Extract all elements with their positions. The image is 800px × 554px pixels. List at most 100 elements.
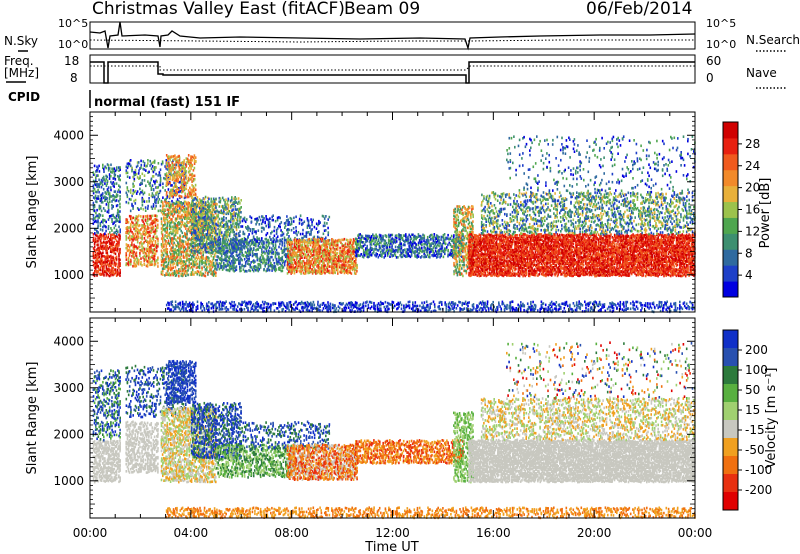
data-cell (215, 247, 217, 250)
data-cell (181, 182, 183, 185)
data-cell (284, 239, 286, 242)
data-cell (216, 203, 218, 206)
data-cell (179, 159, 181, 162)
data-cell (176, 191, 178, 194)
data-cell (278, 253, 280, 256)
data-cell (284, 237, 286, 240)
data-cell (132, 217, 134, 220)
data-cell (195, 156, 197, 159)
data-cell (148, 200, 150, 203)
data-cell (257, 259, 259, 262)
data-cell (137, 164, 139, 167)
data-cell (97, 174, 99, 177)
data-cell (181, 219, 183, 222)
data-cell (324, 217, 326, 220)
data-cell (236, 233, 238, 236)
data-cell (176, 186, 178, 189)
data-cell (212, 209, 214, 212)
data-cell (189, 246, 191, 249)
data-cell (236, 229, 238, 232)
data-cell (178, 195, 180, 198)
data-cell (119, 166, 121, 169)
data-cell (152, 207, 154, 210)
data-cell (115, 174, 117, 177)
data-cell (149, 235, 151, 238)
data-cell (155, 166, 157, 169)
data-cell (102, 180, 104, 183)
data-cell (125, 235, 127, 238)
data-cell (273, 259, 275, 262)
data-cell (145, 219, 147, 222)
data-cell (275, 265, 277, 268)
data-cell (219, 218, 221, 221)
data-cell (285, 222, 287, 225)
data-cell (142, 204, 144, 207)
data-cell (156, 215, 158, 218)
data-cell (97, 167, 99, 170)
data-cell (171, 267, 173, 270)
data-cell (328, 231, 330, 234)
data-cell (169, 159, 171, 162)
data-cell (104, 232, 106, 235)
data-cell (256, 253, 258, 256)
data-cell (145, 185, 147, 188)
data-cell (245, 264, 247, 267)
power-data-layer (93, 135, 696, 313)
data-cell (275, 220, 277, 223)
data-cell (155, 263, 157, 266)
data-cell (135, 233, 137, 236)
data-cell (246, 239, 248, 242)
data-cell (225, 251, 227, 254)
data-cell (307, 244, 309, 247)
data-cell (283, 233, 285, 236)
data-cell (217, 239, 219, 242)
data-cell (108, 211, 110, 214)
data-cell (288, 235, 290, 238)
data-cell (185, 227, 187, 230)
data-cell (159, 198, 161, 201)
data-cell (355, 272, 357, 275)
data-cell (309, 225, 311, 228)
data-cell (364, 243, 366, 246)
data-cell (345, 256, 347, 259)
data-cell (119, 179, 121, 182)
data-cell (131, 241, 133, 244)
data-cell (103, 241, 105, 244)
data-cell (94, 188, 96, 191)
data-cell (187, 274, 189, 277)
data-cell (272, 214, 274, 217)
data-cell (141, 182, 143, 185)
data-cell (191, 226, 193, 229)
data-cell (97, 224, 99, 227)
data-cell (260, 246, 262, 249)
data-cell (205, 211, 207, 214)
data-cell (356, 266, 358, 269)
data-cell (191, 241, 193, 244)
data-cell (136, 215, 138, 218)
data-cell (168, 263, 170, 266)
data-cell (155, 202, 157, 205)
data-cell (228, 239, 230, 242)
data-cell (345, 246, 347, 249)
data-cell (136, 265, 138, 268)
data-cell (264, 221, 266, 224)
data-cell (175, 166, 177, 169)
data-cell (111, 218, 113, 221)
data-cell (205, 218, 207, 221)
data-cell (236, 265, 238, 268)
data-cell (195, 193, 197, 196)
data-cell (167, 248, 169, 251)
data-cell (327, 234, 329, 237)
data-cell (232, 252, 234, 255)
data-cell (267, 232, 269, 235)
data-cell (231, 199, 233, 202)
data-cell (102, 252, 104, 255)
data-cell (155, 232, 157, 235)
data-cell (277, 235, 279, 238)
data-cell (160, 190, 162, 193)
data-cell (214, 216, 216, 219)
data-cell (101, 210, 103, 213)
data-cell (197, 199, 199, 202)
data-cell (229, 246, 231, 249)
